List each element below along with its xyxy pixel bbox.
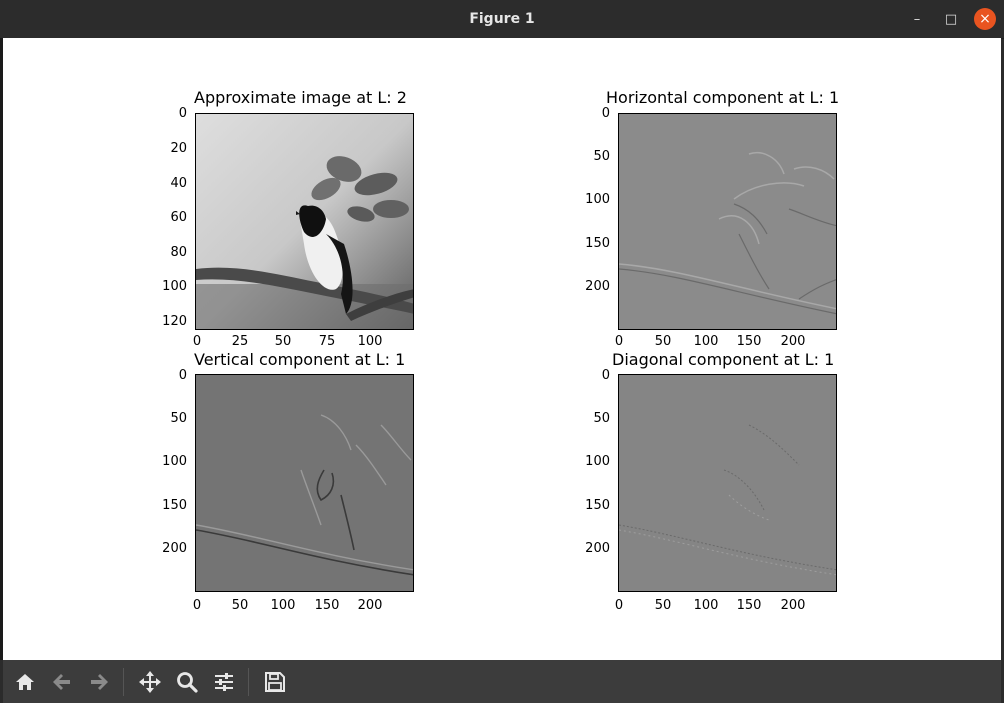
xtick: 0 (192, 598, 202, 613)
xtick: 50 (654, 334, 672, 349)
subplot-title-diagonal: Diagonal component at L: 1 (612, 350, 835, 369)
diagonal-component-image (618, 374, 837, 592)
ytick: 50 (170, 411, 187, 426)
title-bar: Figure 1 – □ × (0, 0, 1004, 39)
configure-subplots-icon[interactable] (210, 668, 238, 696)
xtick: 200 (780, 598, 806, 613)
close-button[interactable]: × (974, 8, 996, 30)
approximate-image (195, 113, 414, 330)
ytick: 50 (593, 149, 610, 164)
subplot-title-vertical: Vertical component at L: 1 (194, 350, 406, 369)
ytick: 200 (585, 279, 610, 294)
xtick: 100 (357, 334, 383, 349)
ytick: 150 (585, 498, 610, 513)
xtick: 75 (318, 334, 336, 349)
ytick: 100 (162, 454, 187, 469)
ytick: 120 (162, 314, 187, 329)
ytick: 150 (162, 498, 187, 513)
xtick: 50 (274, 334, 292, 349)
ytick: 20 (170, 141, 187, 156)
xtick: 25 (231, 334, 249, 349)
ytick: 0 (178, 106, 187, 121)
subplot-title-approximate: Approximate image at L: 2 (194, 88, 407, 107)
back-icon[interactable] (48, 668, 76, 696)
xtick: 100 (693, 334, 719, 349)
ytick: 200 (585, 541, 610, 556)
xtick: 0 (614, 334, 624, 349)
xtick: 150 (736, 598, 762, 613)
zoom-icon[interactable] (173, 668, 201, 696)
ytick: 0 (601, 368, 610, 383)
xtick: 100 (270, 598, 296, 613)
xtick: 0 (614, 598, 624, 613)
subplot-title-horizontal: Horizontal component at L: 1 (606, 88, 840, 107)
navigation-toolbar (3, 660, 1001, 703)
window-title: Figure 1 (469, 11, 535, 27)
toolbar-separator (123, 668, 124, 696)
xtick: 200 (780, 334, 806, 349)
horizontal-component-image (618, 113, 837, 330)
ytick: 50 (593, 411, 610, 426)
save-icon[interactable] (261, 668, 289, 696)
home-icon[interactable] (11, 668, 39, 696)
ytick: 200 (162, 541, 187, 556)
xtick: 150 (736, 334, 762, 349)
background-terminal-strip (0, 38, 3, 660)
xtick: 50 (231, 598, 249, 613)
ytick: 150 (585, 236, 610, 251)
xtick: 50 (654, 598, 672, 613)
ytick: 0 (178, 368, 187, 383)
toolbar-separator (248, 668, 249, 696)
maximize-button[interactable]: □ (944, 11, 958, 27)
pan-icon[interactable] (136, 668, 164, 696)
ytick: 80 (170, 245, 187, 260)
figure-canvas[interactable]: Approximate image at L: 2 (3, 38, 1001, 660)
ytick: 100 (162, 279, 187, 294)
ytick: 100 (585, 192, 610, 207)
minimize-button[interactable]: – (913, 11, 921, 27)
xtick: 200 (357, 598, 383, 613)
forward-icon[interactable] (85, 668, 113, 696)
ytick: 100 (585, 454, 610, 469)
ytick: 40 (170, 176, 187, 191)
vertical-component-image (195, 374, 414, 592)
xtick: 0 (192, 334, 202, 349)
ytick: 0 (601, 106, 610, 121)
ytick: 60 (170, 210, 187, 225)
xtick: 100 (693, 598, 719, 613)
xtick: 150 (314, 598, 340, 613)
